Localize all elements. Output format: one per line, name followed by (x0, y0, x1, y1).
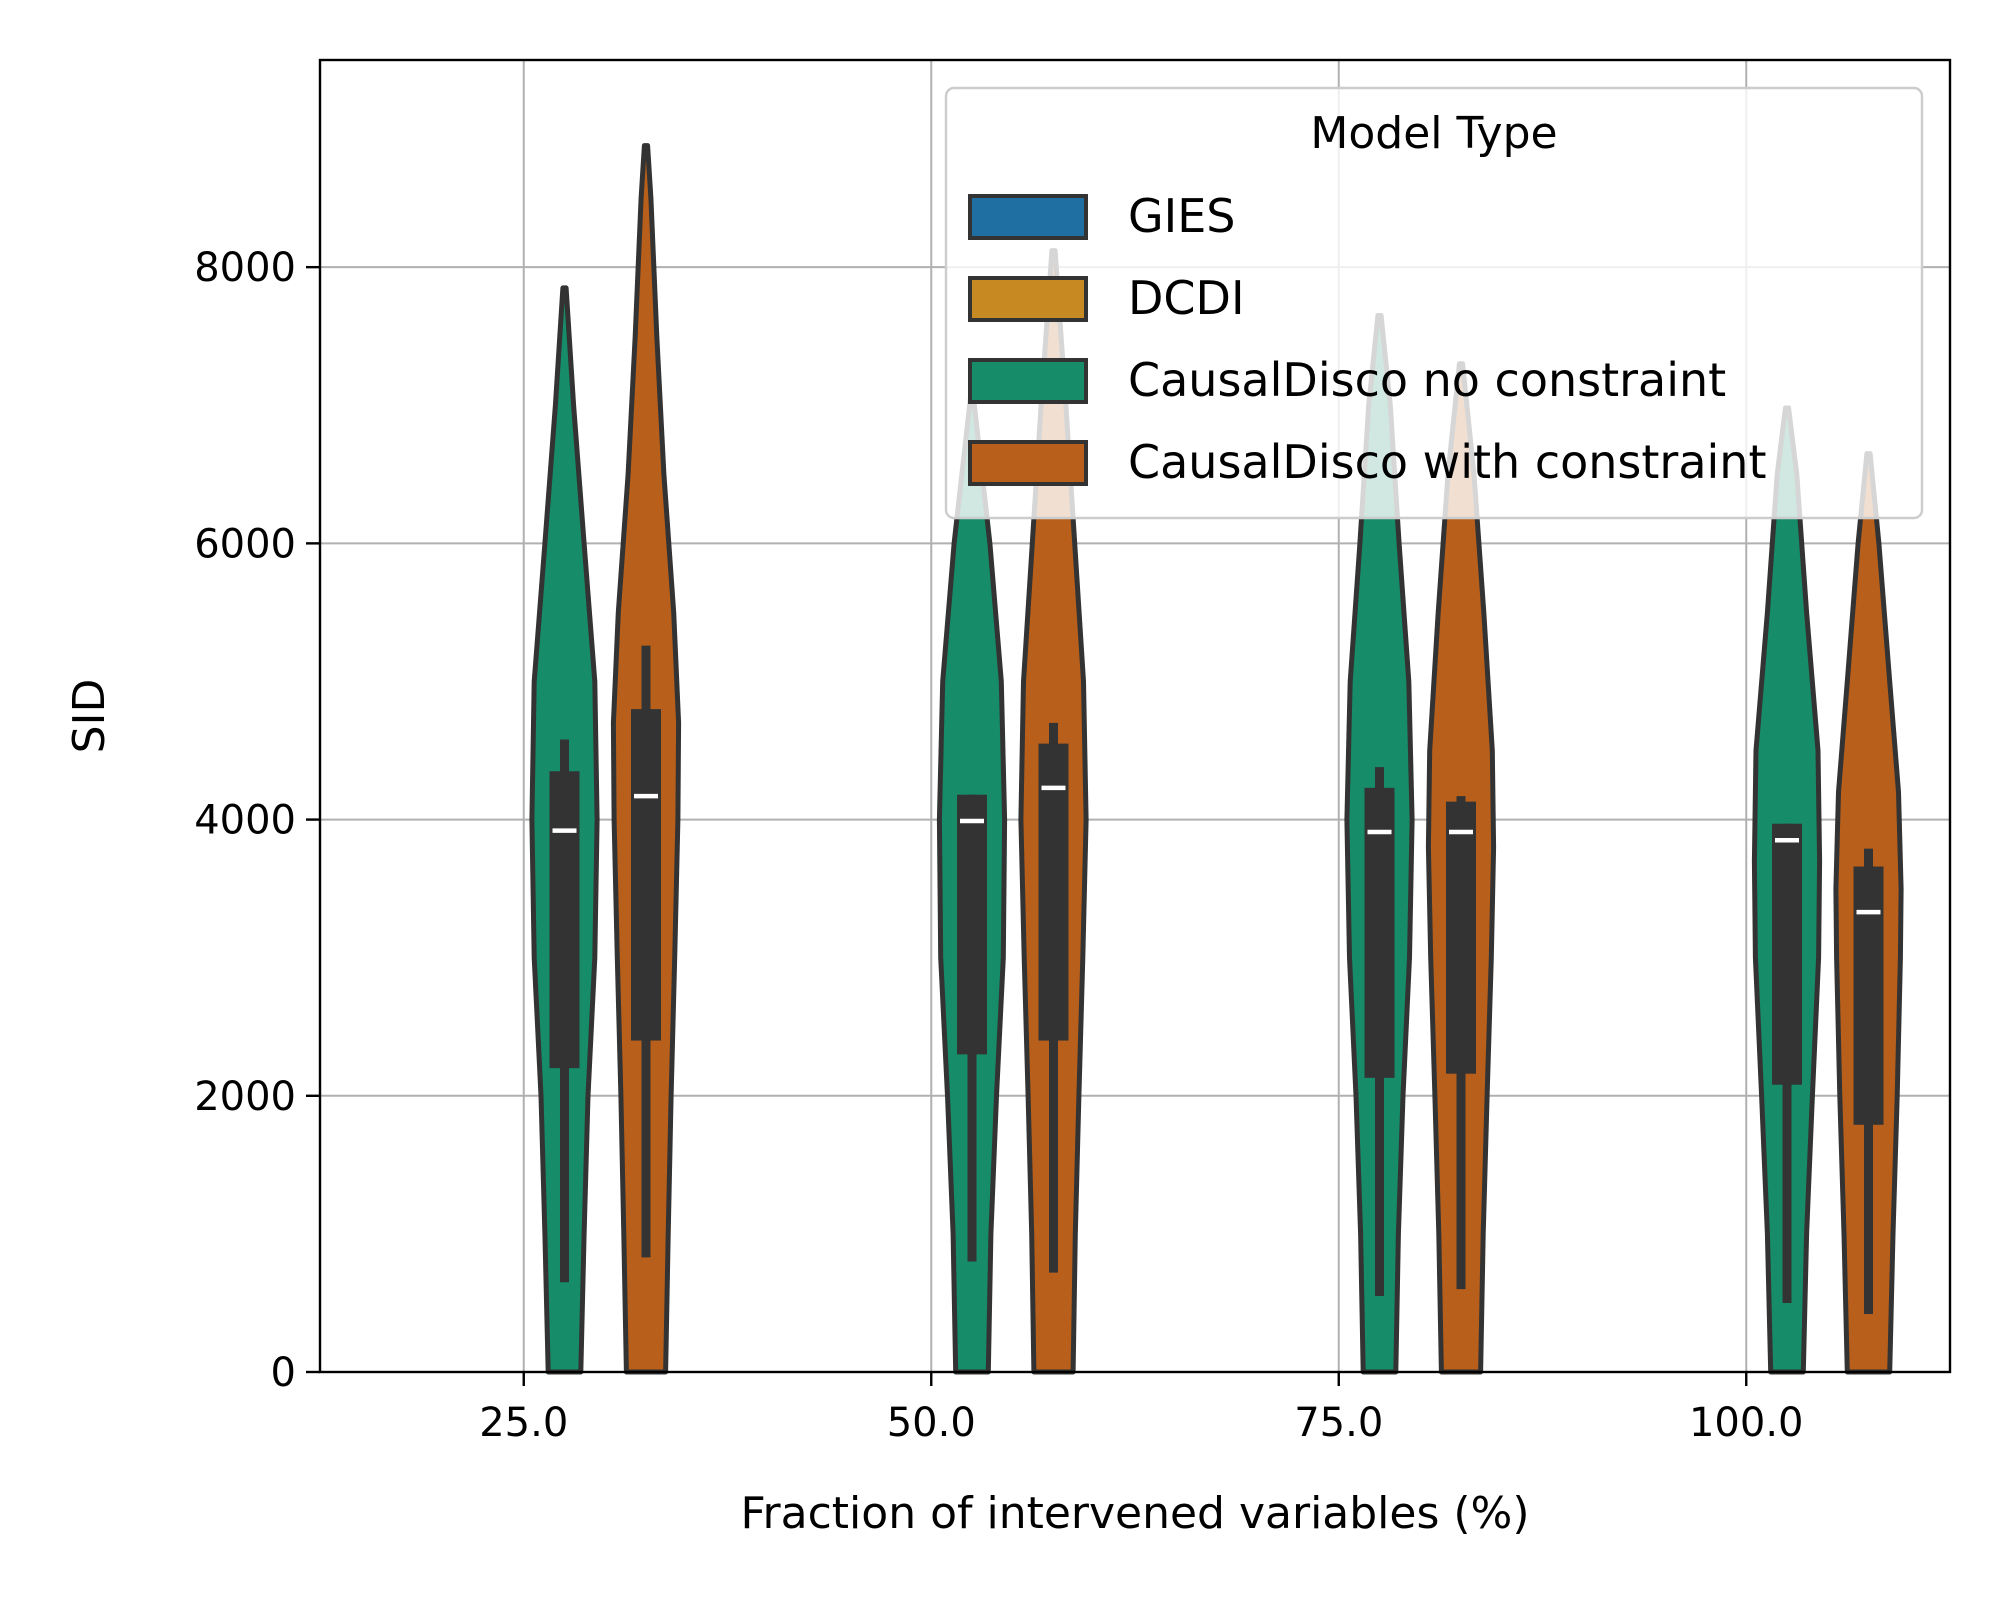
legend-swatch (968, 358, 1088, 404)
violin-iqr-box (631, 709, 661, 1041)
legend: Model Type GIES DCDI CausalDisco no constr… (944, 86, 1924, 520)
y-tick-label: 0 (271, 1350, 296, 1396)
violin-iqr-box (1038, 743, 1069, 1041)
legend-frame (944, 86, 1924, 520)
legend-label: GIES (1128, 189, 1235, 243)
violin-iqr-box (957, 794, 987, 1055)
y-tick-label: 6000 (194, 521, 296, 567)
legend-title: Model Type (1310, 108, 1557, 159)
violin-iqr-box (1853, 866, 1884, 1125)
x-tick-label: 100.0 (1689, 1400, 1804, 1446)
legend-swatch (968, 276, 1088, 322)
y-tick-label: 4000 (194, 798, 296, 844)
legend-swatch (968, 440, 1088, 486)
x-tick-label: 75.0 (1294, 1400, 1383, 1446)
x-axis-label: Fraction of intervened variables (%) (740, 1488, 1529, 1539)
y-tick-label: 8000 (194, 245, 296, 291)
plot-frame (318, 58, 1952, 1374)
legend-label: CausalDisco with constraint (1128, 435, 1767, 489)
legend-label: DCDI (1128, 271, 1245, 325)
violin-iqr-box (1772, 823, 1802, 1085)
y-tick-label: 2000 (194, 1074, 296, 1120)
x-tick-label: 25.0 (479, 1400, 568, 1446)
violin-iqr-box (549, 771, 580, 1069)
axis-ticks: 0 2000 4000 6000 8000 25.0 50.0 75.0 100.0 (194, 245, 1803, 1446)
x-tick-label: 50.0 (887, 1400, 976, 1446)
legend-label: CausalDisco no constraint (1128, 353, 1726, 407)
y-axis-label: SID (64, 679, 115, 754)
violin-iqr-box (1446, 801, 1476, 1074)
legend-swatch (968, 194, 1088, 240)
violin-iqr-box (1364, 787, 1395, 1078)
